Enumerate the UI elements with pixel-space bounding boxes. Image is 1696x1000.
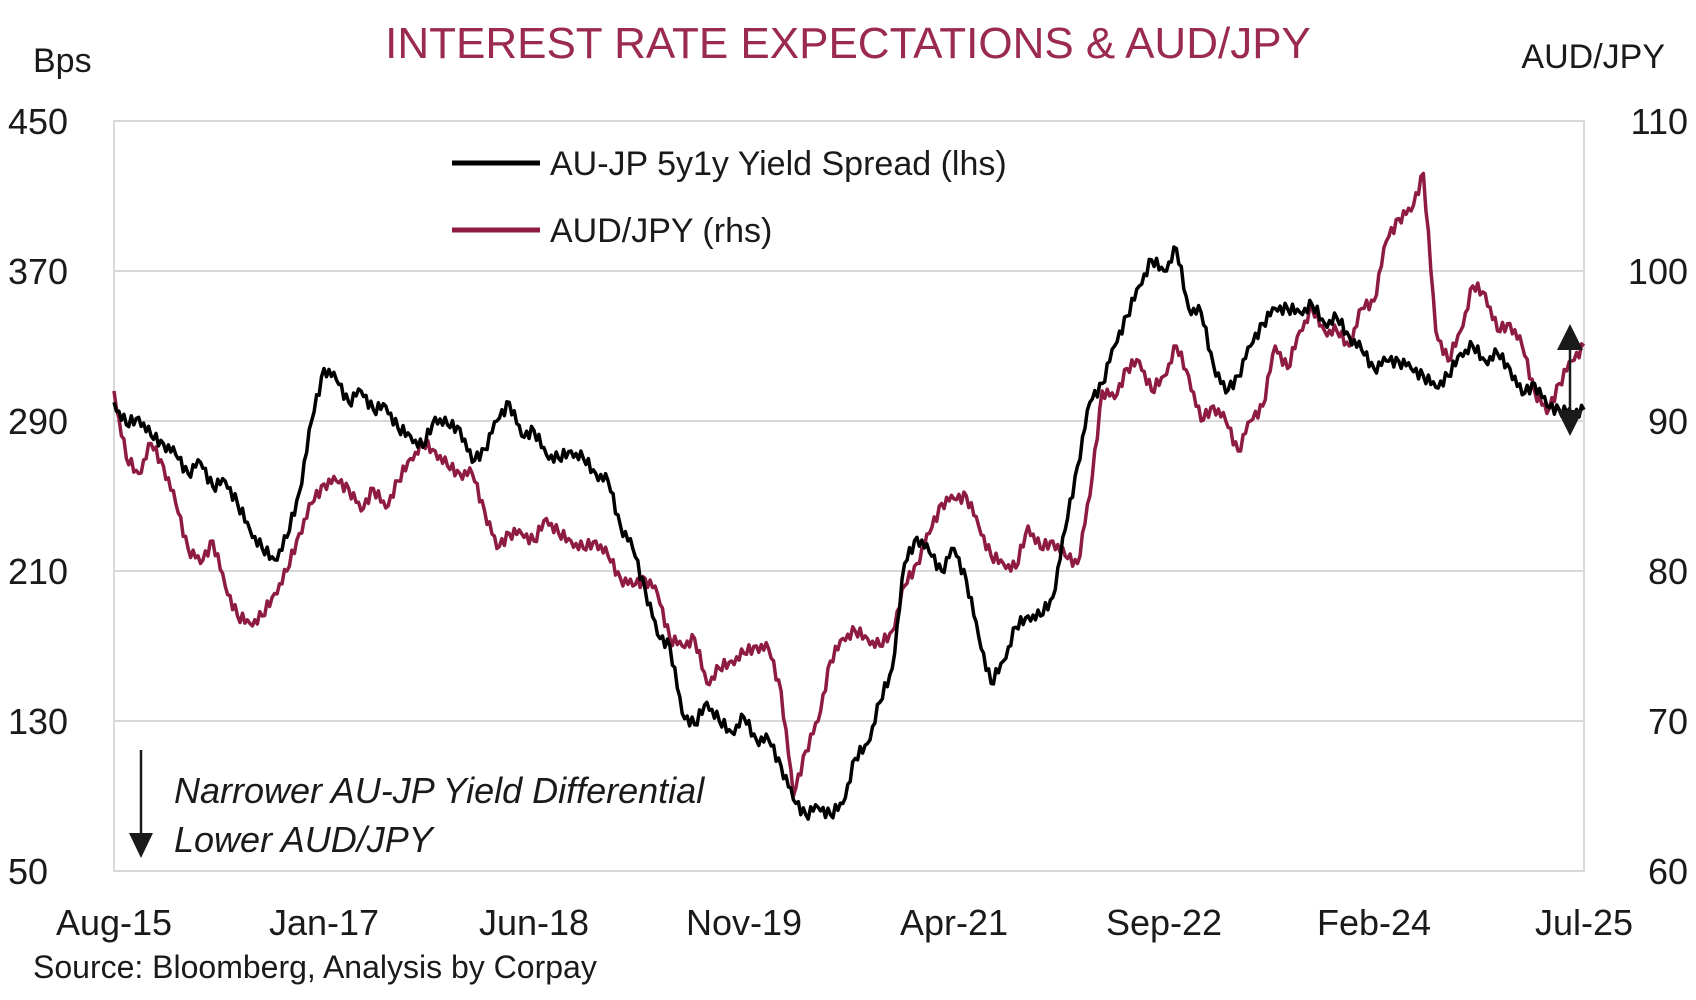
left-tick-label: 290 bbox=[8, 401, 68, 442]
plot-area bbox=[113, 120, 1585, 872]
x-tick-label: Jun-18 bbox=[479, 902, 589, 943]
left-axis-unit: Bps bbox=[33, 42, 92, 80]
right-axis-unit: AUD/JPY bbox=[1521, 38, 1665, 76]
right-axis-ticks: 110 100 90 80 70 60 bbox=[1628, 101, 1688, 892]
x-tick-label: Sep-22 bbox=[1106, 902, 1222, 943]
range-double-arrow-icon bbox=[1557, 324, 1583, 436]
x-tick-label: Jan-17 bbox=[269, 902, 379, 943]
left-tick-label: 370 bbox=[8, 251, 68, 292]
right-tick-label: 110 bbox=[1631, 101, 1688, 142]
gridlines bbox=[114, 120, 1584, 872]
down-arrowhead-icon bbox=[129, 833, 153, 858]
left-tick-label: 50 bbox=[8, 851, 48, 892]
right-tick-label: 60 bbox=[1648, 851, 1688, 892]
right-tick-label: 90 bbox=[1648, 401, 1688, 442]
series-line-audjpy bbox=[112, 171, 1586, 798]
left-tick-label: 130 bbox=[8, 701, 68, 742]
right-tick-label: 80 bbox=[1648, 551, 1688, 592]
annotation-line-1: Narrower AU-JP Yield Differential bbox=[174, 770, 705, 811]
x-tick-label: Feb-24 bbox=[1317, 902, 1431, 943]
legend-label-yield-spread: AU-JP 5y1y Yield Spread (lhs) bbox=[550, 145, 1007, 183]
annotation-line-2: Lower AUD/JPY bbox=[174, 819, 436, 860]
series-line-yield-spread bbox=[112, 245, 1586, 821]
right-tick-label: 70 bbox=[1648, 701, 1688, 742]
right-tick-label: 100 bbox=[1628, 251, 1688, 292]
x-axis-ticks: Aug-15 Jan-17 Jun-18 Nov-19 Apr-21 Sep-22 Feb-… bbox=[56, 902, 1633, 943]
x-tick-label: Apr-21 bbox=[900, 902, 1008, 943]
source-note: Source: Bloomberg, Analysis by Corpay bbox=[33, 949, 597, 985]
x-tick-label: Nov-19 bbox=[686, 902, 802, 943]
annotation: Narrower AU-JP Yield Differential Lower … bbox=[129, 750, 705, 860]
x-tick-label: Aug-15 bbox=[56, 902, 172, 943]
legend-label-audjpy: AUD/JPY (rhs) bbox=[550, 212, 772, 250]
x-tick-label: Jul-25 bbox=[1535, 902, 1633, 943]
left-tick-label: 210 bbox=[8, 551, 68, 592]
left-axis-ticks: 450 370 290 210 130 50 bbox=[8, 101, 68, 892]
chart-title: INTEREST RATE EXPECTATIONS & AUD/JPY bbox=[385, 19, 1311, 68]
left-tick-label: 450 bbox=[8, 101, 68, 142]
legend: AU-JP 5y1y Yield Spread (lhs) AUD/JPY (r… bbox=[452, 145, 1007, 250]
